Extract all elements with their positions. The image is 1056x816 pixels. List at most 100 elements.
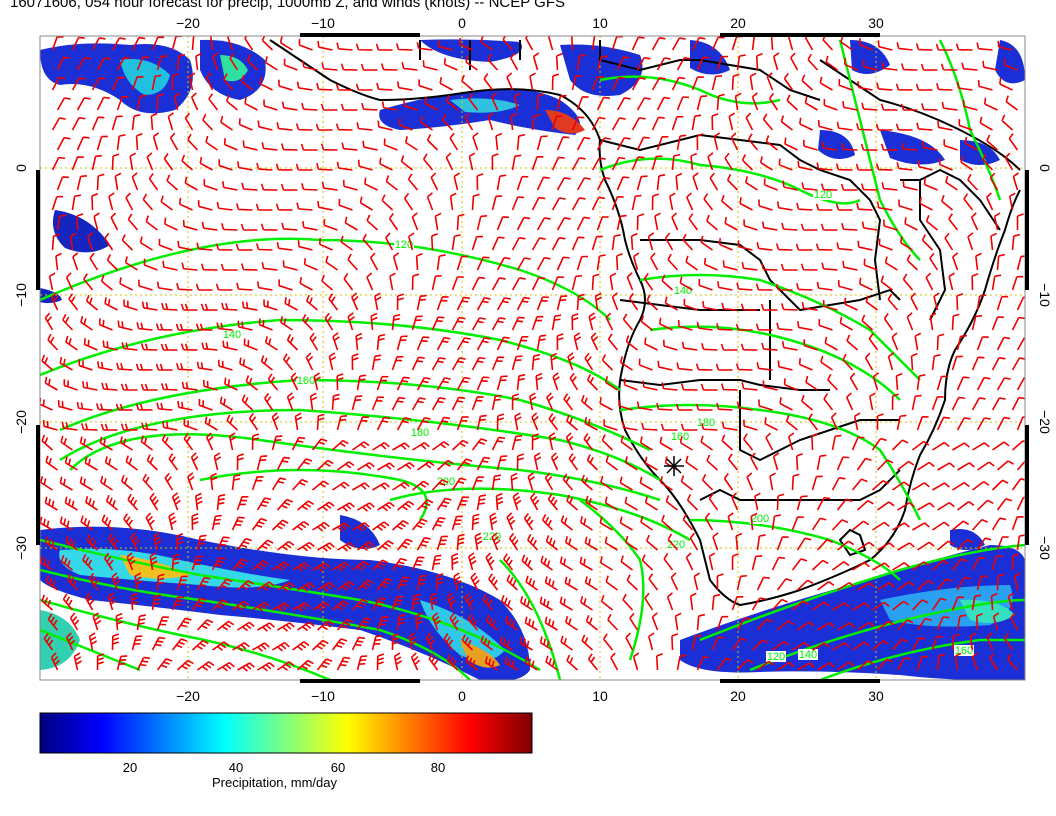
wind-barb	[120, 474, 134, 491]
wind-barb	[996, 336, 1011, 351]
colorbar-label: Precipitation, mm/day	[212, 775, 337, 790]
wind-barb	[491, 195, 503, 211]
wind-barb	[801, 74, 814, 91]
wind-barb	[336, 373, 344, 391]
wind-barb	[976, 376, 991, 391]
wind-barb	[707, 152, 714, 171]
wind-barb	[260, 223, 278, 231]
wind-barb	[551, 314, 562, 331]
wind-barb	[735, 363, 753, 371]
wind-barb	[728, 112, 735, 131]
wind-barb	[1011, 553, 1020, 571]
wind-barb	[422, 60, 438, 71]
wind-barb	[641, 422, 658, 431]
wind-barb	[859, 277, 873, 291]
wind-barb	[123, 513, 134, 531]
wind-barb	[956, 417, 971, 431]
wind-barb	[331, 600, 350, 611]
wind-barb	[108, 192, 115, 211]
wind-barb	[820, 223, 838, 231]
wind-barb	[951, 313, 960, 331]
wind-barb	[703, 257, 718, 271]
wind-barb	[100, 423, 118, 431]
wind-barb	[776, 620, 794, 631]
wind-barb	[396, 335, 408, 351]
wind-barb	[243, 338, 258, 351]
wind-barb	[797, 621, 815, 631]
wind-barb	[576, 96, 589, 111]
wind-barb	[647, 632, 655, 651]
wind-barb	[876, 658, 893, 671]
wind-barb	[257, 581, 275, 591]
wind-barb	[415, 612, 423, 631]
wind-barb	[100, 475, 113, 491]
lon-tick-top: 30	[868, 15, 884, 31]
wind-barb	[852, 561, 870, 571]
wind-barb	[751, 639, 769, 651]
wind-barb	[992, 441, 1010, 451]
wind-barb	[639, 476, 653, 491]
wind-barb	[931, 396, 944, 411]
wind-barb	[900, 63, 918, 71]
wind-barb	[685, 255, 698, 271]
wind-barb	[83, 338, 98, 351]
wind-barb	[857, 81, 873, 91]
wind-barb	[815, 243, 833, 251]
wind-barb	[931, 354, 941, 371]
wind-barb	[532, 52, 540, 71]
wind-barb	[741, 382, 758, 391]
wind-barb	[127, 213, 139, 231]
wind-barb	[85, 495, 98, 511]
wind-barb	[796, 202, 813, 211]
wind-barb	[456, 533, 465, 551]
wind-barb	[823, 98, 838, 111]
wind-barb	[376, 616, 389, 631]
wind-barb	[418, 79, 433, 91]
wind-barb	[446, 592, 456, 611]
wind-barb	[588, 312, 596, 331]
wind-barb	[426, 134, 439, 151]
wind-barb	[686, 494, 699, 511]
wind-barb	[842, 260, 858, 271]
wind-barb	[972, 480, 990, 491]
wind-barb	[746, 472, 754, 491]
wind-barb	[445, 152, 454, 171]
wind-barb	[511, 196, 525, 211]
contour-label: 160	[297, 375, 315, 387]
wind-barb	[531, 412, 539, 431]
wind-barb	[180, 343, 198, 351]
wind-barb	[936, 333, 945, 351]
wind-barb	[691, 76, 704, 91]
wind-barb	[1016, 337, 1025, 351]
wind-barb	[431, 479, 449, 491]
wind-barb	[986, 632, 994, 651]
wind-barb	[511, 393, 519, 411]
wind-barb	[200, 303, 218, 311]
wind-barb	[401, 62, 418, 71]
wind-barb	[151, 636, 166, 651]
wind-barb	[476, 414, 487, 431]
wind-barb	[709, 172, 719, 191]
wind-barb	[50, 292, 59, 311]
wind-barb	[611, 234, 621, 251]
wind-barb	[607, 613, 619, 631]
wind-barb	[298, 38, 313, 51]
wind-barb	[795, 452, 803, 471]
wind-barb	[411, 273, 420, 291]
wind-barb	[371, 396, 385, 411]
wind-barb	[377, 462, 395, 471]
wind-barb	[145, 512, 155, 531]
contour-labels: 1201401601802002201201401601802002201601…	[222, 189, 974, 663]
wind-barb	[251, 433, 260, 451]
wind-barb	[700, 235, 713, 251]
wind-barb	[566, 414, 579, 431]
wind-barb	[531, 315, 544, 331]
wind-barb	[369, 252, 379, 271]
wind-barb	[135, 403, 153, 411]
wind-barb	[744, 176, 758, 191]
wind-barb	[255, 243, 273, 251]
wind-barb	[237, 621, 255, 632]
wind-barb	[626, 574, 639, 591]
wind-barb	[936, 616, 950, 631]
wind-barb	[600, 475, 613, 491]
